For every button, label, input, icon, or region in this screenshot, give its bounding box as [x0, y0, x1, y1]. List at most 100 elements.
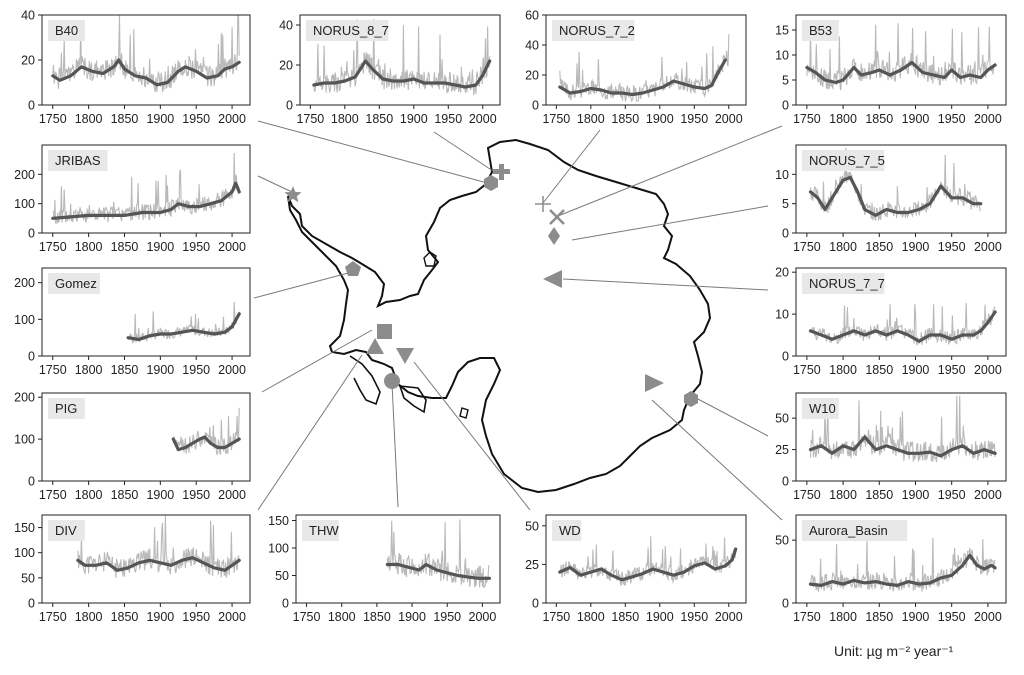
x-tick-label: 1950 — [182, 488, 210, 502]
raw-series-line — [127, 301, 240, 345]
x-tick-label: 1950 — [182, 112, 210, 126]
ice-shelf-outline — [398, 385, 427, 414]
x-tick-label: 1950 — [938, 112, 966, 126]
x-tick-label: 1800 — [577, 610, 605, 624]
x-tick-label: 1750 — [793, 240, 821, 254]
x-tick-label: 1800 — [75, 112, 103, 126]
axes-frame — [545, 514, 747, 604]
site-label-background — [802, 520, 908, 541]
smoothed-series-line — [805, 60, 997, 85]
w10-marker-hexagon — [684, 391, 698, 407]
x-tick-label: 1900 — [146, 488, 174, 502]
site-label: NORUS_8_7 — [313, 23, 389, 38]
norus-8-7-marker-plus — [493, 164, 510, 180]
x-tick-label: 1950 — [938, 363, 966, 377]
raw-series-line — [559, 34, 730, 103]
x-tick-label: 2000 — [974, 112, 1002, 126]
aurora-basin-marker-triangle-right — [645, 374, 664, 392]
x-tick-label: 2000 — [218, 488, 246, 502]
panel-aurora-basin: 0 50 1750 1800 1850 1900 1950 2000 Aurora_Basin — [775, 514, 1007, 624]
y-tick-label: 50 — [775, 534, 789, 548]
x-tick-label: 1800 — [577, 112, 605, 126]
x-tick-label: 1850 — [865, 610, 893, 624]
x-tick-label: 1750 — [39, 610, 67, 624]
panel-norus-7-2: 0 20 40 60 1750 1800 1850 1900 1950 2000 NORUS_7_2 — [525, 9, 747, 126]
x-tick-label: 1900 — [902, 363, 930, 377]
pig-marker-square — [377, 324, 392, 339]
x-tick-label: 1850 — [111, 610, 139, 624]
smoothed-series-line — [51, 181, 241, 220]
smoothed-series-line — [808, 310, 997, 343]
y-tick-label: 0 — [782, 227, 789, 241]
panel-b53: 0 5 10 15 1750 1800 1850 1900 1950 2000 B53 — [775, 14, 1007, 126]
site-label: B53 — [809, 23, 832, 38]
x-tick-label: 2000 — [974, 240, 1002, 254]
x-tick-label: 2000 — [974, 363, 1002, 377]
y-tick-label: 0 — [532, 99, 539, 113]
x-tick-label: 1750 — [39, 240, 67, 254]
site-label-background — [306, 20, 389, 41]
x-tick-label: 1750 — [39, 488, 67, 502]
panel-gomez: 0 100 200 1750 1800 1850 1900 1950 2000 Gomez — [14, 267, 251, 377]
x-tick-label: 2000 — [218, 112, 246, 126]
x-tick-label: 1850 — [111, 488, 139, 502]
x-tick-label: 2000 — [974, 610, 1002, 624]
x-tick-label: 1750 — [39, 112, 67, 126]
y-tick-label: 100 — [14, 546, 35, 560]
smoothed-series-line — [558, 547, 738, 582]
y-tick-label: 200 — [14, 276, 35, 290]
raw-series-line — [810, 302, 996, 346]
x-tick-label: 1950 — [938, 610, 966, 624]
smoothed-series-line — [385, 562, 491, 580]
site-label-background — [48, 20, 85, 41]
raw-series-line — [386, 519, 490, 588]
y-tick-label: 150 — [268, 514, 289, 528]
panel-norus-8-7: 0 20 40 1750 1800 1850 1900 1950 2000 NORUS_8_7 — [279, 14, 501, 126]
panel-div: 0 50 100 150 1750 1800 1850 1900 1950 2000 DIV — [14, 514, 251, 624]
x-tick-label: 1950 — [938, 488, 966, 502]
y-tick-label: 60 — [525, 9, 539, 23]
x-tick-label: 1850 — [365, 112, 393, 126]
x-tick-label: 1950 — [182, 240, 210, 254]
y-tick-label: 0 — [782, 350, 789, 364]
b40-marker-hexagon — [484, 175, 498, 191]
x-tick-label: 1950 — [680, 112, 708, 126]
y-tick-label: 10 — [775, 308, 789, 322]
site-label-background — [48, 273, 100, 294]
y-tick-label: 25 — [525, 558, 539, 572]
x-tick-label: 1800 — [829, 112, 857, 126]
x-tick-label: 1850 — [865, 363, 893, 377]
axes-frame — [795, 14, 1007, 106]
site-label: Gomez — [55, 276, 97, 291]
b53-marker-x — [549, 209, 565, 225]
wd-marker-triangle-down — [396, 348, 414, 364]
x-tick-label: 1750 — [39, 363, 67, 377]
site-label: NORUS_7_5 — [809, 153, 885, 168]
y-tick-label: 20 — [279, 59, 293, 73]
x-tick-label: 1800 — [829, 488, 857, 502]
x-tick-label: 2000 — [218, 363, 246, 377]
x-tick-label: 1800 — [75, 488, 103, 502]
x-tick-label: 1800 — [829, 363, 857, 377]
x-tick-label: 1850 — [865, 240, 893, 254]
smoothed-series-line — [808, 175, 983, 217]
y-tick-label: 5 — [782, 197, 789, 211]
smoothed-series-line — [51, 58, 241, 87]
leader-lines — [253, 120, 783, 521]
y-tick-label: 0 — [782, 597, 789, 611]
x-tick-label: 2000 — [974, 488, 1002, 502]
site-label: DIV — [55, 523, 77, 538]
peninsula-coast — [349, 355, 381, 406]
gomez-marker-pentagon — [345, 261, 361, 276]
x-tick-label: 1750 — [793, 112, 821, 126]
axes-frame — [795, 392, 1007, 482]
x-tick-label: 1950 — [434, 112, 462, 126]
axes-frame — [41, 514, 251, 604]
x-tick-label: 1750 — [296, 112, 324, 126]
x-tick-label: 2000 — [218, 240, 246, 254]
norus-7-5-marker-diamond — [548, 227, 560, 245]
raw-series-line — [52, 152, 240, 224]
panel-jribas: 0 100 200 1750 1800 1850 1900 1950 2000 JRIBAS — [14, 144, 251, 254]
y-tick-label: 5 — [782, 74, 789, 88]
raw-series-line — [77, 514, 240, 578]
